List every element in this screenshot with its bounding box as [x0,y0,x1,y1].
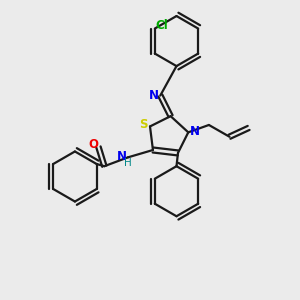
Text: Cl: Cl [156,19,169,32]
Text: O: O [88,138,98,151]
Text: S: S [139,118,148,130]
Text: N: N [149,89,159,102]
Text: N: N [190,125,200,138]
Text: N: N [116,150,126,163]
Text: H: H [124,158,132,168]
